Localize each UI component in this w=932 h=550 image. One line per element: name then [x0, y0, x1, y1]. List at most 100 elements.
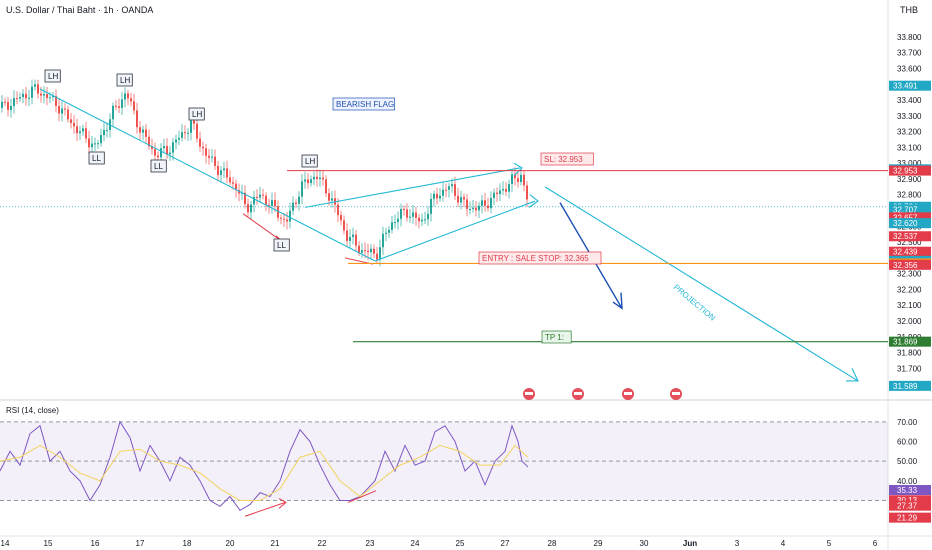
- projection-arrowhead: [846, 368, 859, 382]
- swing-label-text: LH: [48, 72, 58, 81]
- candle-body: [514, 174, 516, 179]
- time-tick-label: 20: [226, 539, 235, 548]
- candle-body: [508, 184, 510, 192]
- candle-body: [319, 177, 321, 180]
- candle-body: [82, 128, 84, 132]
- candle-body: [232, 182, 234, 184]
- candle-body: [73, 123, 75, 127]
- flag-lower-arrowhead: [528, 194, 539, 208]
- swing-label: LH: [188, 107, 205, 121]
- swing-label-text: LL: [277, 241, 286, 250]
- candle-body: [172, 142, 174, 153]
- divergence-arrow: [242, 213, 284, 243]
- candle-body: [28, 97, 30, 99]
- time-tick-label: 5: [827, 539, 832, 548]
- price-tick-label: 32.300: [897, 270, 922, 279]
- candle-body: [34, 84, 36, 87]
- candle-body: [340, 215, 342, 221]
- candle-body: [373, 248, 375, 254]
- candle-body: [211, 156, 213, 158]
- candle-body: [181, 132, 183, 138]
- candle-body: [49, 97, 51, 99]
- price-tick-label: 32.200: [897, 285, 922, 294]
- swing-label-box: [44, 69, 61, 83]
- candle-body: [67, 109, 69, 120]
- price-tick-label: 33.300: [897, 112, 922, 121]
- swing-label: LH: [44, 69, 61, 83]
- price-badge-text: 32.439: [893, 248, 918, 257]
- candle-body: [418, 217, 420, 222]
- candle-body: [235, 183, 237, 190]
- candle-body: [427, 213, 429, 220]
- price-badge: [889, 246, 931, 257]
- swing-label: LL: [273, 238, 290, 252]
- event-flag-stripe: [574, 392, 582, 395]
- rsi-title: RSI (14, close): [6, 406, 59, 415]
- candle-body: [472, 207, 474, 209]
- rsi-badge: [889, 500, 931, 511]
- candle-body: [304, 179, 306, 182]
- candle-body: [268, 204, 270, 206]
- price-badge-text: 32.707: [893, 205, 918, 214]
- time-tick-label: 3: [735, 539, 740, 548]
- price-badge: [889, 336, 931, 347]
- price-badge-text: 31.589: [893, 382, 918, 391]
- time-tick-label: 29: [594, 539, 603, 548]
- candle-body: [403, 209, 405, 211]
- candle-body: [343, 220, 345, 231]
- price-badge: [889, 380, 931, 391]
- price-badge-text: 32.537: [893, 232, 918, 241]
- swing-label-box: [301, 154, 318, 168]
- candle-body: [397, 218, 399, 223]
- swing-label: LH: [301, 154, 318, 168]
- candle-body: [148, 136, 150, 147]
- stop-loss-label: SL: 32.953: [540, 152, 594, 166]
- rsi-tick-label: 60.00: [897, 438, 918, 447]
- candle-body: [331, 198, 333, 201]
- price-badge: [889, 204, 931, 215]
- price-tick-label: 31.800: [897, 349, 922, 358]
- price-tick-label: 33.600: [897, 64, 922, 73]
- price-badge: [889, 165, 931, 176]
- swing-label-text: LL: [92, 154, 101, 163]
- price-tick-label: 33.100: [897, 143, 922, 152]
- candle-body: [499, 190, 501, 195]
- candle-body: [244, 192, 246, 205]
- candle-body: [283, 218, 285, 220]
- candle-body: [421, 219, 423, 222]
- candle-body: [31, 86, 33, 98]
- candle-body: [313, 176, 315, 180]
- candle-body: [265, 195, 267, 205]
- candle-body: [460, 197, 462, 203]
- candle-body: [466, 199, 468, 210]
- bearish-flag-label-text: BEARISH FLAG: [336, 100, 394, 109]
- candle-body: [124, 93, 126, 100]
- swing-label-box: [188, 107, 205, 121]
- candle-body: [478, 205, 480, 211]
- candle-body: [271, 199, 273, 206]
- rsi-tick-label: 40.00: [897, 477, 918, 486]
- candle-body: [115, 105, 117, 107]
- candle-body: [481, 200, 483, 206]
- price-badge: [889, 80, 931, 91]
- bearish-flag-label: BEARISH FLAG: [332, 97, 396, 111]
- candle-body: [439, 195, 441, 199]
- candle-body: [370, 248, 372, 253]
- candle-body: [175, 139, 177, 143]
- candle-body: [316, 176, 318, 180]
- candle-body: [136, 110, 138, 128]
- price-tick-label: 32.900: [897, 175, 922, 184]
- rsi-tick-label: 50.00: [897, 457, 918, 466]
- candle-body: [520, 174, 522, 183]
- rsi-badge-text: 27.37: [897, 502, 918, 511]
- candle-body: [409, 216, 411, 218]
- candle-body: [157, 155, 159, 158]
- candle-body: [445, 189, 447, 191]
- candle-body: [163, 146, 165, 149]
- candle-body: [301, 181, 303, 197]
- rsi-divergence-arrow: [347, 490, 377, 503]
- time-tick-label: 28: [548, 539, 557, 548]
- time-tick-label: 4: [781, 539, 786, 548]
